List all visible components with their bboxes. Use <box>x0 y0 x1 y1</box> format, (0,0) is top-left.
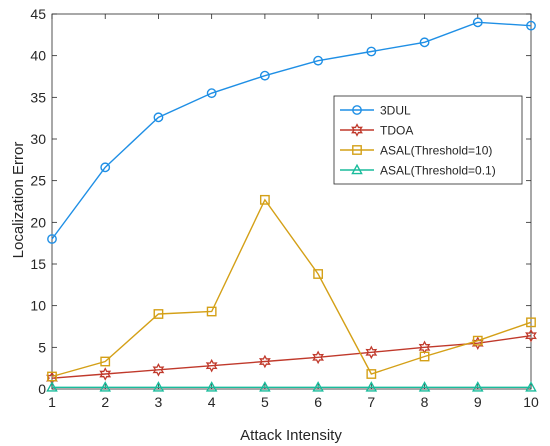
data-point <box>206 88 217 99</box>
y-tick-label: 25 <box>30 173 46 189</box>
legend-marker <box>351 163 363 175</box>
series-group <box>46 17 537 392</box>
data-point <box>206 306 217 317</box>
legend-label: ASAL(Threshold=0.1) <box>380 164 496 178</box>
data-point <box>366 369 377 379</box>
x-tick-label: 3 <box>155 394 163 410</box>
data-point <box>205 358 218 373</box>
y-tick-label: 45 <box>30 6 46 22</box>
data-point <box>259 381 271 392</box>
x-tick-label: 8 <box>421 394 429 410</box>
legend-marker <box>352 105 362 115</box>
y-tick-label: 40 <box>30 48 46 64</box>
x-tick-label: 2 <box>101 394 109 410</box>
data-point <box>419 37 430 48</box>
data-point <box>418 381 431 392</box>
series-2 <box>47 194 536 382</box>
y-tick-label: 20 <box>30 214 46 230</box>
data-point <box>259 70 270 81</box>
data-point <box>153 112 164 123</box>
x-tick-label: 1 <box>48 394 56 410</box>
y-tick-label: 35 <box>30 89 46 105</box>
data-point <box>365 381 378 392</box>
data-point <box>365 345 378 360</box>
data-point <box>205 381 218 392</box>
legend-label: ASAL(Threshold=10) <box>380 144 492 158</box>
x-tick-label: 7 <box>367 394 375 410</box>
legend: 3DUL TDOA ASAL(Threshold=10) ASAL(Threshold… <box>333 95 523 185</box>
data-point <box>47 234 57 244</box>
data-point <box>100 356 111 367</box>
data-point <box>153 309 164 319</box>
data-point <box>313 55 324 66</box>
plot-area <box>51 13 532 390</box>
y-tick-label: 5 <box>38 339 46 355</box>
legend-marker <box>352 145 362 155</box>
data-point <box>366 46 377 57</box>
legend-label: TDOA <box>380 124 413 138</box>
data-point <box>99 381 112 392</box>
x-tick-label: 5 <box>261 394 269 410</box>
data-point <box>100 162 111 173</box>
data-point <box>419 351 430 362</box>
x-tick-label: 10 <box>523 394 539 410</box>
data-point <box>472 335 483 346</box>
series-line <box>51 198 532 378</box>
data-point <box>526 317 536 328</box>
data-point <box>472 17 483 28</box>
y-axis-title: Localization Error <box>10 142 27 259</box>
data-point <box>258 354 271 369</box>
data-point <box>259 194 270 205</box>
data-point <box>525 328 537 343</box>
data-point <box>471 381 484 392</box>
series-line <box>51 334 532 379</box>
data-point <box>47 371 57 382</box>
y-tick-label: 10 <box>30 298 46 314</box>
data-point <box>525 381 537 392</box>
y-tick-label: 0 <box>38 381 46 397</box>
data-point <box>313 269 324 279</box>
data-point <box>312 381 324 392</box>
x-axis-title: Attack Intensity <box>240 427 342 444</box>
data-point <box>312 350 325 365</box>
x-tick-label: 4 <box>208 394 216 410</box>
data-point <box>152 381 165 392</box>
series-line <box>51 21 532 240</box>
series-3 <box>46 381 537 392</box>
data-point <box>99 367 112 381</box>
x-tick-label: 6 <box>314 394 322 410</box>
data-point <box>526 20 536 31</box>
legend-marker <box>351 123 363 137</box>
data-point <box>46 381 58 392</box>
y-tick-label: 30 <box>30 131 46 147</box>
x-tick-label: 9 <box>474 394 482 410</box>
y-tick-label: 15 <box>30 256 46 272</box>
legend-label: 3DUL <box>380 104 411 118</box>
series-0 <box>47 17 536 244</box>
data-point <box>152 363 165 377</box>
